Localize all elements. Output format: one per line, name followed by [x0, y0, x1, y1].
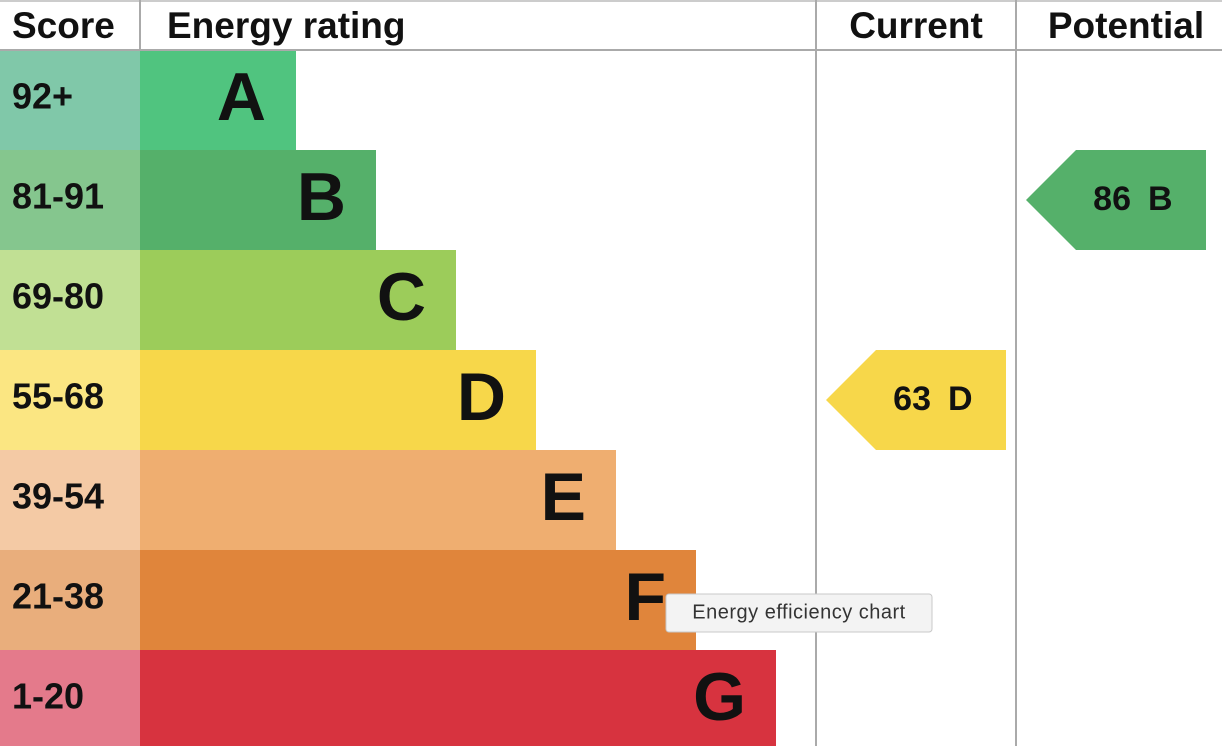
score-cell [0, 450, 140, 550]
rating-letter: A [217, 59, 266, 135]
rating-bar [140, 450, 616, 550]
score-label: 39-54 [12, 476, 104, 517]
score-cell [0, 150, 140, 250]
bands: 92+ A 81-91 B 69-80 C 55-68 D 39-54 E 21-38 F 1-20 G [0, 50, 776, 746]
score-cell [0, 350, 140, 450]
tooltip-text: Energy efficiency chart [692, 601, 905, 623]
score-label: 92+ [12, 76, 73, 117]
arrow-score: 63 [893, 380, 931, 418]
score-cell [0, 250, 140, 350]
score-label: 55-68 [12, 376, 104, 417]
score-cell [0, 550, 140, 650]
arrows: 63 D 86 B [826, 150, 1206, 450]
header-current: Current [849, 5, 983, 46]
score-label: 1-20 [12, 676, 84, 717]
rating-letter: D [457, 359, 506, 435]
header-score: Score [12, 5, 115, 46]
score-label: 81-91 [12, 176, 104, 217]
rating-letter: F [624, 559, 666, 635]
score-label: 21-38 [12, 576, 104, 617]
rating-bar [140, 350, 536, 450]
tooltip: Energy efficiency chart [665, 593, 933, 633]
arrow-shape [1026, 150, 1206, 250]
tooltip-box [665, 593, 933, 633]
potential-arrow: 86 B [1026, 150, 1206, 250]
header-rating: Energy rating [167, 5, 406, 46]
rating-bar [140, 550, 696, 650]
rating-letter: C [377, 259, 426, 335]
current-arrow: 63 D [826, 350, 1006, 450]
arrow-letter: D [948, 380, 973, 418]
rating-bar [140, 250, 456, 350]
score-label: 69-80 [12, 276, 104, 317]
score-cell [0, 50, 140, 150]
score-cell [0, 650, 140, 746]
arrow-score: 86 [1093, 180, 1131, 218]
rating-letter: G [693, 659, 746, 735]
rating-bar [140, 50, 296, 150]
rating-letter: E [541, 459, 586, 535]
arrow-shape [826, 350, 1006, 450]
rating-bar [140, 150, 376, 250]
header-potential: Potential [1048, 5, 1204, 46]
arrow-letter: B [1148, 180, 1173, 218]
rating-letter: B [297, 159, 346, 235]
rating-bar [140, 650, 776, 746]
